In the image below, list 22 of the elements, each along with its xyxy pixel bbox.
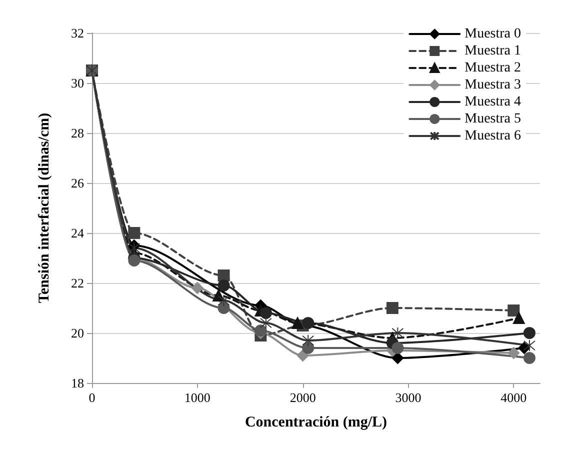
legend-label: Muestra 6 [464,128,522,144]
legend-label: Muestra 3 [464,78,522,92]
x-tick-label: 3000 [395,390,422,405]
y-tick-label: 22 [71,276,84,290]
x-tick-label: 1000 [184,390,210,405]
y-axis-title: Tensión interfacial (dinas/cm) [36,112,52,304]
legend-label: Muestra 1 [464,44,522,58]
legend-label: Muestra 2 [464,60,522,76]
legend-label: Muestra 0 [464,26,522,42]
legend-label: Muestra 4 [464,94,522,110]
y-tick-label: 18 [71,376,84,390]
y-tick-label: 32 [71,26,84,40]
x-tick-label: 0 [88,390,96,405]
y-tick-label: 30 [71,76,84,90]
y-tick-label: 28 [71,126,84,140]
y-tick-label: 24 [71,226,84,240]
x-axis-title: Concentración (mg/L) [244,414,388,430]
legend-label: Muestra 5 [464,112,522,126]
x-tick-label: 4000 [500,390,527,405]
x-tick-label: 2000 [290,390,316,405]
y-tick-label: 26 [71,176,84,190]
y-tick-label: 20 [71,326,84,340]
